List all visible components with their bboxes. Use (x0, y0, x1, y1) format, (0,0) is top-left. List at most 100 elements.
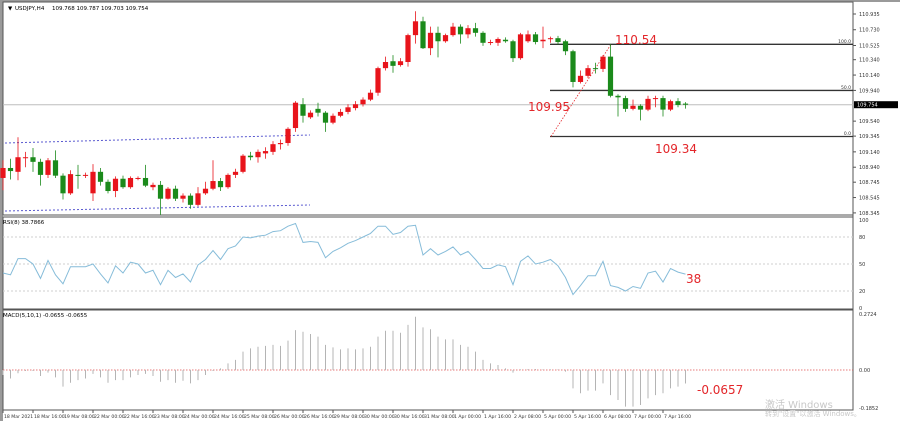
candle-body (465, 28, 471, 35)
candle-body (202, 188, 209, 194)
time-tick-label: 1 Apr 16:00 (484, 414, 511, 420)
candle (165, 187, 171, 200)
candle-body (300, 104, 306, 116)
time-tick-label: 6 Apr 08:00 (604, 414, 631, 420)
candle (0, 160, 6, 191)
price-tick-label: 110.730 (859, 28, 880, 34)
price-tick-label: 108.745 (859, 180, 880, 186)
candle-body (30, 157, 36, 162)
candle (345, 104, 351, 115)
rsi-line (2, 222, 686, 296)
fib-level-label: 0.0 (844, 131, 851, 137)
macd-tick-label: 0.2724 (859, 312, 877, 318)
candle-body (412, 21, 419, 36)
time-tick-label: 22 Mar 00:00 (94, 414, 125, 420)
collapse-triangle-icon[interactable]: ▼ (8, 6, 13, 12)
candle (420, 16, 426, 49)
price-tick-label: 109.140 (859, 150, 880, 156)
price-tick-label: 110.340 (859, 58, 880, 64)
fib-trend-line[interactable] (550, 44, 612, 137)
candle (22, 151, 29, 168)
candle-body (435, 32, 441, 42)
rsi-panel-frame (2, 216, 854, 310)
candle-body (345, 107, 351, 112)
candle (337, 108, 344, 118)
channel-upper-line[interactable] (4, 134, 311, 144)
time-tick-label: 7 Apr 16:00 (664, 414, 691, 420)
fib-mid-annotation: 109.95 (528, 100, 570, 114)
time-tick-label: 30 Mar 16:00 (394, 414, 425, 420)
candle (390, 55, 396, 73)
macd-tick-label: 0.00 (859, 368, 870, 374)
price-panel[interactable]: 100.0 50.0 0.0 110.935 110.730 110.525 110.340… (0, 1, 898, 410)
candle (562, 39, 569, 56)
time-tick-label: 5 Apr 16:00 (574, 414, 601, 420)
candle-body (457, 26, 464, 35)
candle-body (660, 98, 666, 110)
candle-body (607, 56, 614, 96)
candle (652, 95, 659, 108)
candle (600, 55, 606, 72)
price-tick-label: 110.935 (859, 12, 880, 18)
candle-body (375, 68, 381, 93)
candle (510, 39, 516, 62)
candle (660, 95, 666, 117)
macd-panel-frame (2, 309, 854, 411)
candle-body (615, 95, 621, 98)
candle (375, 66, 381, 96)
candle (442, 33, 449, 43)
candle-body (630, 105, 636, 109)
candle-body (292, 102, 299, 129)
candle (112, 176, 119, 198)
candle (7, 158, 14, 180)
channel-lower-line[interactable] (4, 204, 311, 212)
candle (427, 26, 434, 56)
candle (577, 70, 584, 84)
rsi-tick-label: 80 (859, 235, 865, 241)
candle (322, 111, 329, 132)
candle-body (232, 171, 239, 175)
candle (202, 181, 209, 195)
candle-body (547, 38, 554, 40)
candle (412, 11, 419, 44)
candle-body (472, 28, 479, 33)
candle (682, 102, 689, 109)
candle-body (420, 21, 426, 49)
candle-body (112, 178, 119, 192)
candle (570, 49, 576, 88)
candle-body (195, 193, 201, 205)
candle-body (682, 103, 689, 105)
candle (105, 179, 111, 194)
candle-body (120, 178, 126, 188)
candle-body (150, 184, 156, 188)
candle-body (352, 104, 359, 109)
candle (487, 39, 494, 46)
candle (547, 36, 554, 43)
candle (142, 164, 149, 188)
candle (247, 151, 254, 161)
candle-body (487, 42, 494, 44)
time-tick-label: 23 Mar 08:00 (154, 414, 185, 420)
candle-body (52, 160, 59, 176)
candle (330, 113, 336, 125)
candle (540, 26, 546, 49)
candle-body (277, 143, 284, 145)
candle-body (322, 112, 329, 123)
candle-body (45, 160, 51, 175)
candle-body (22, 157, 29, 159)
candle (307, 110, 314, 119)
window-top-border (0, 0, 900, 2)
candle-body (525, 34, 531, 42)
rsi-panel[interactable]: 100 80 50 20 0 (2, 216, 869, 312)
candle-body (225, 174, 231, 188)
symbol-timeframe: USDJPY,H4 (15, 6, 45, 12)
candle-body (37, 161, 44, 175)
candle-body (270, 144, 276, 152)
candle-body (637, 105, 644, 110)
macd-panel[interactable]: 0.2724 0.00 -0.1852 (2, 309, 878, 412)
time-tick-label: 5 Apr 00:00 (544, 414, 571, 420)
candle-body (210, 181, 216, 189)
candle (360, 97, 366, 107)
candle-body (397, 61, 404, 66)
